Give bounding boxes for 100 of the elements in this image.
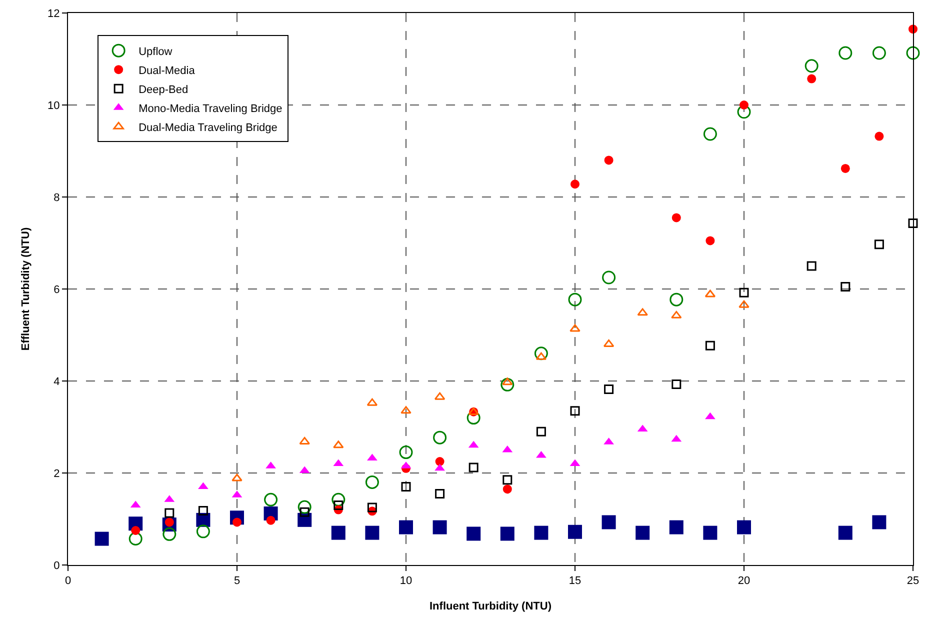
point	[400, 406, 412, 414]
point	[703, 526, 718, 540]
point	[740, 100, 748, 110]
x-tick-label: 25	[906, 575, 920, 588]
point	[365, 526, 380, 540]
point	[299, 436, 310, 444]
point	[570, 324, 580, 332]
point	[536, 426, 546, 436]
point	[840, 164, 850, 173]
point	[672, 379, 682, 389]
point	[739, 288, 749, 298]
y-tick-label: 10	[48, 100, 60, 112]
point	[468, 462, 478, 472]
point	[435, 488, 445, 498]
point	[604, 384, 614, 394]
y-tick-label: 0	[54, 560, 60, 572]
point	[502, 475, 512, 485]
point	[804, 59, 818, 73]
legend-label: Dual-Media	[138, 64, 196, 77]
x-tick-label: 20	[738, 575, 750, 588]
point	[636, 526, 650, 540]
point	[266, 516, 276, 525]
point	[365, 475, 379, 489]
point	[672, 213, 681, 222]
point	[670, 292, 684, 306]
y-tick-label: 12	[48, 8, 60, 20]
point	[874, 240, 884, 250]
point	[534, 346, 548, 360]
point	[232, 474, 242, 482]
point	[94, 532, 109, 546]
point	[602, 270, 616, 284]
point	[331, 526, 346, 540]
point	[500, 526, 514, 541]
point	[434, 464, 445, 471]
x-tick-label: 0	[64, 575, 72, 588]
point	[669, 520, 684, 534]
point	[838, 46, 852, 60]
legend-label: Mono-Media Traveling Bridge	[138, 102, 282, 115]
point	[298, 500, 312, 514]
point	[568, 524, 582, 539]
x-axis-title: Influent Turbidity (NTU)	[430, 600, 552, 612]
point	[705, 412, 716, 420]
point	[399, 446, 413, 460]
point	[806, 261, 816, 271]
point	[264, 492, 278, 506]
point	[500, 378, 514, 392]
point	[198, 482, 208, 490]
y-tick-label: 6	[54, 284, 60, 296]
x-tick-label: 10	[400, 575, 412, 588]
point	[568, 292, 582, 306]
point	[737, 105, 751, 119]
point	[367, 502, 377, 512]
x-tick-label: 15	[568, 575, 582, 588]
point	[435, 457, 444, 466]
point	[570, 180, 580, 189]
legend-label: Deep-Bed	[138, 84, 188, 96]
point	[198, 506, 208, 516]
point	[671, 310, 682, 318]
point	[604, 156, 614, 165]
y-axis-title: Effluent Turbidity (NTU)	[20, 227, 32, 351]
point	[738, 300, 750, 308]
point	[401, 482, 411, 492]
point	[333, 440, 344, 448]
point	[131, 526, 140, 535]
point	[164, 508, 174, 518]
point	[807, 74, 816, 84]
point	[637, 308, 648, 316]
point	[737, 520, 751, 534]
point	[128, 532, 142, 546]
point	[502, 378, 513, 386]
point	[196, 524, 210, 538]
point	[334, 500, 344, 510]
y-tick-label: 8	[54, 192, 60, 204]
y-tick-label: 4	[54, 376, 60, 388]
point	[705, 340, 715, 350]
point	[466, 526, 481, 541]
point	[908, 218, 918, 228]
point	[534, 526, 548, 540]
point	[872, 46, 886, 60]
point	[840, 282, 850, 292]
point	[872, 515, 886, 530]
point	[602, 515, 616, 530]
x-tick-label: 5	[234, 575, 240, 588]
point	[432, 520, 447, 534]
point	[162, 527, 176, 541]
point	[906, 46, 920, 60]
point	[703, 127, 717, 141]
point	[466, 411, 480, 425]
point	[399, 520, 413, 534]
legend-label: Upflow	[138, 46, 172, 58]
point	[367, 454, 378, 461]
point	[706, 236, 715, 246]
y-tick-label: 2	[54, 468, 60, 480]
point	[332, 492, 346, 506]
point	[838, 526, 852, 540]
point	[570, 406, 580, 416]
legend-label: Dual-Media Traveling Bridge	[138, 122, 278, 134]
point	[502, 484, 512, 494]
point	[874, 132, 884, 141]
point	[433, 430, 447, 444]
